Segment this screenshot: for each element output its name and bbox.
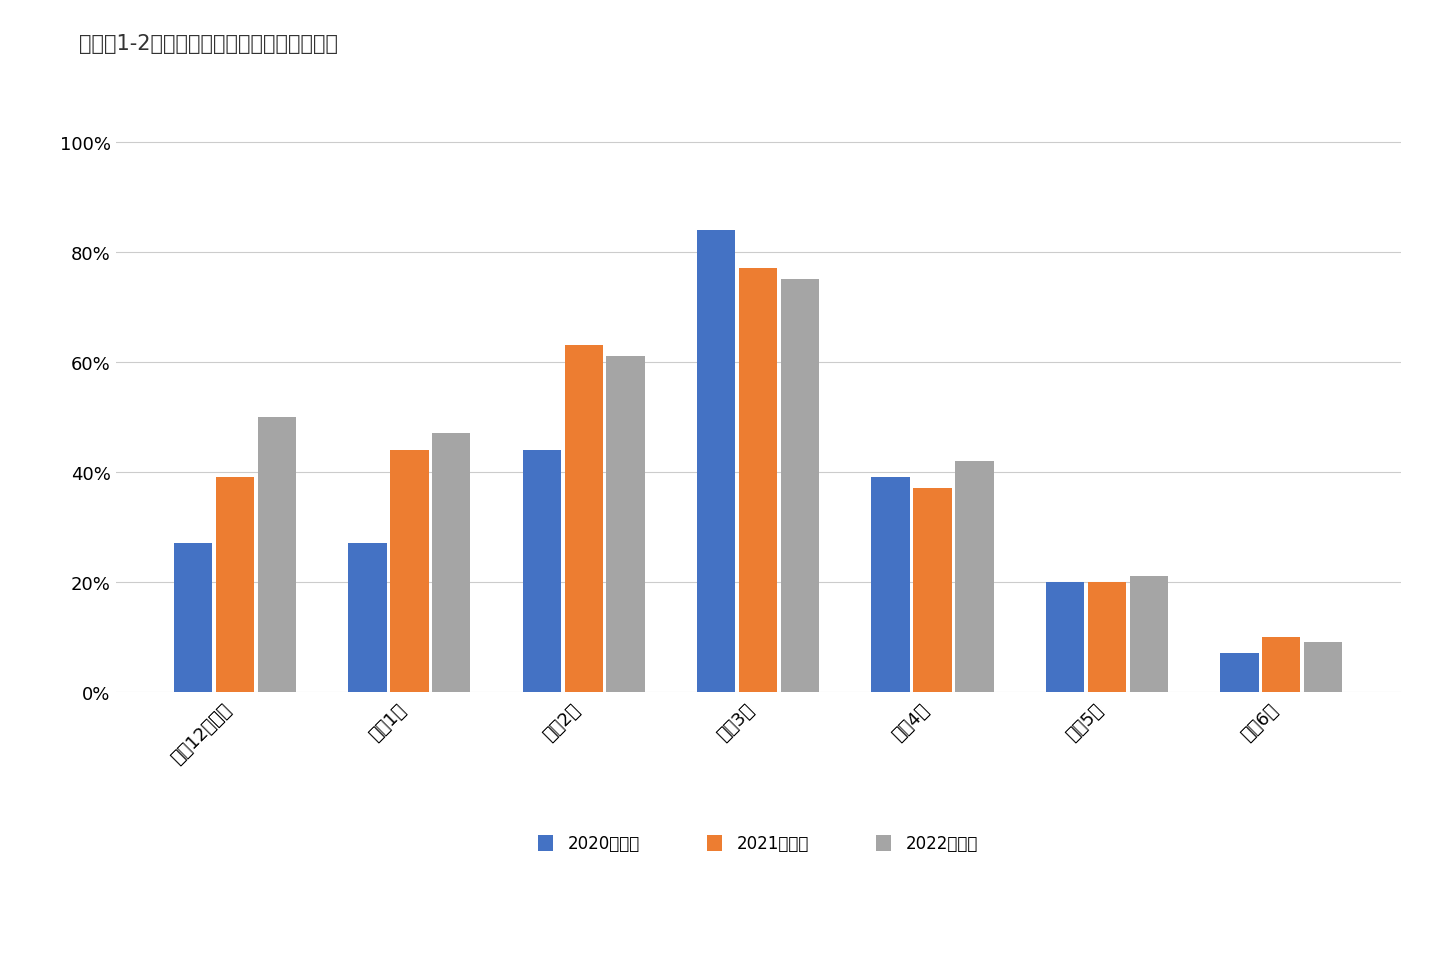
Bar — [565, 346, 604, 692]
Bar — [390, 451, 429, 692]
Text: 【図表1-2】理系学生のプレエントリー時期: 【図表1-2】理系学生のプレエントリー時期 — [79, 34, 338, 54]
Bar — [1087, 582, 1126, 692]
Bar — [348, 544, 387, 692]
Bar — [697, 231, 735, 692]
Bar — [432, 433, 471, 692]
Bar — [781, 280, 819, 692]
Bar — [913, 489, 952, 692]
Bar — [257, 417, 296, 692]
Bar — [1304, 643, 1343, 692]
Bar — [1129, 577, 1168, 692]
Bar — [739, 269, 777, 692]
Bar — [954, 461, 993, 692]
Bar — [606, 357, 645, 692]
Bar — [871, 478, 910, 692]
Bar — [1045, 582, 1084, 692]
Legend: 2020卒理系, 2021卒理系, 2022卒理系: 2020卒理系, 2021卒理系, 2022卒理系 — [531, 827, 985, 858]
Bar — [173, 544, 212, 692]
Bar — [1262, 637, 1301, 692]
Bar — [523, 451, 562, 692]
Bar — [215, 478, 254, 692]
Bar — [1220, 653, 1259, 692]
